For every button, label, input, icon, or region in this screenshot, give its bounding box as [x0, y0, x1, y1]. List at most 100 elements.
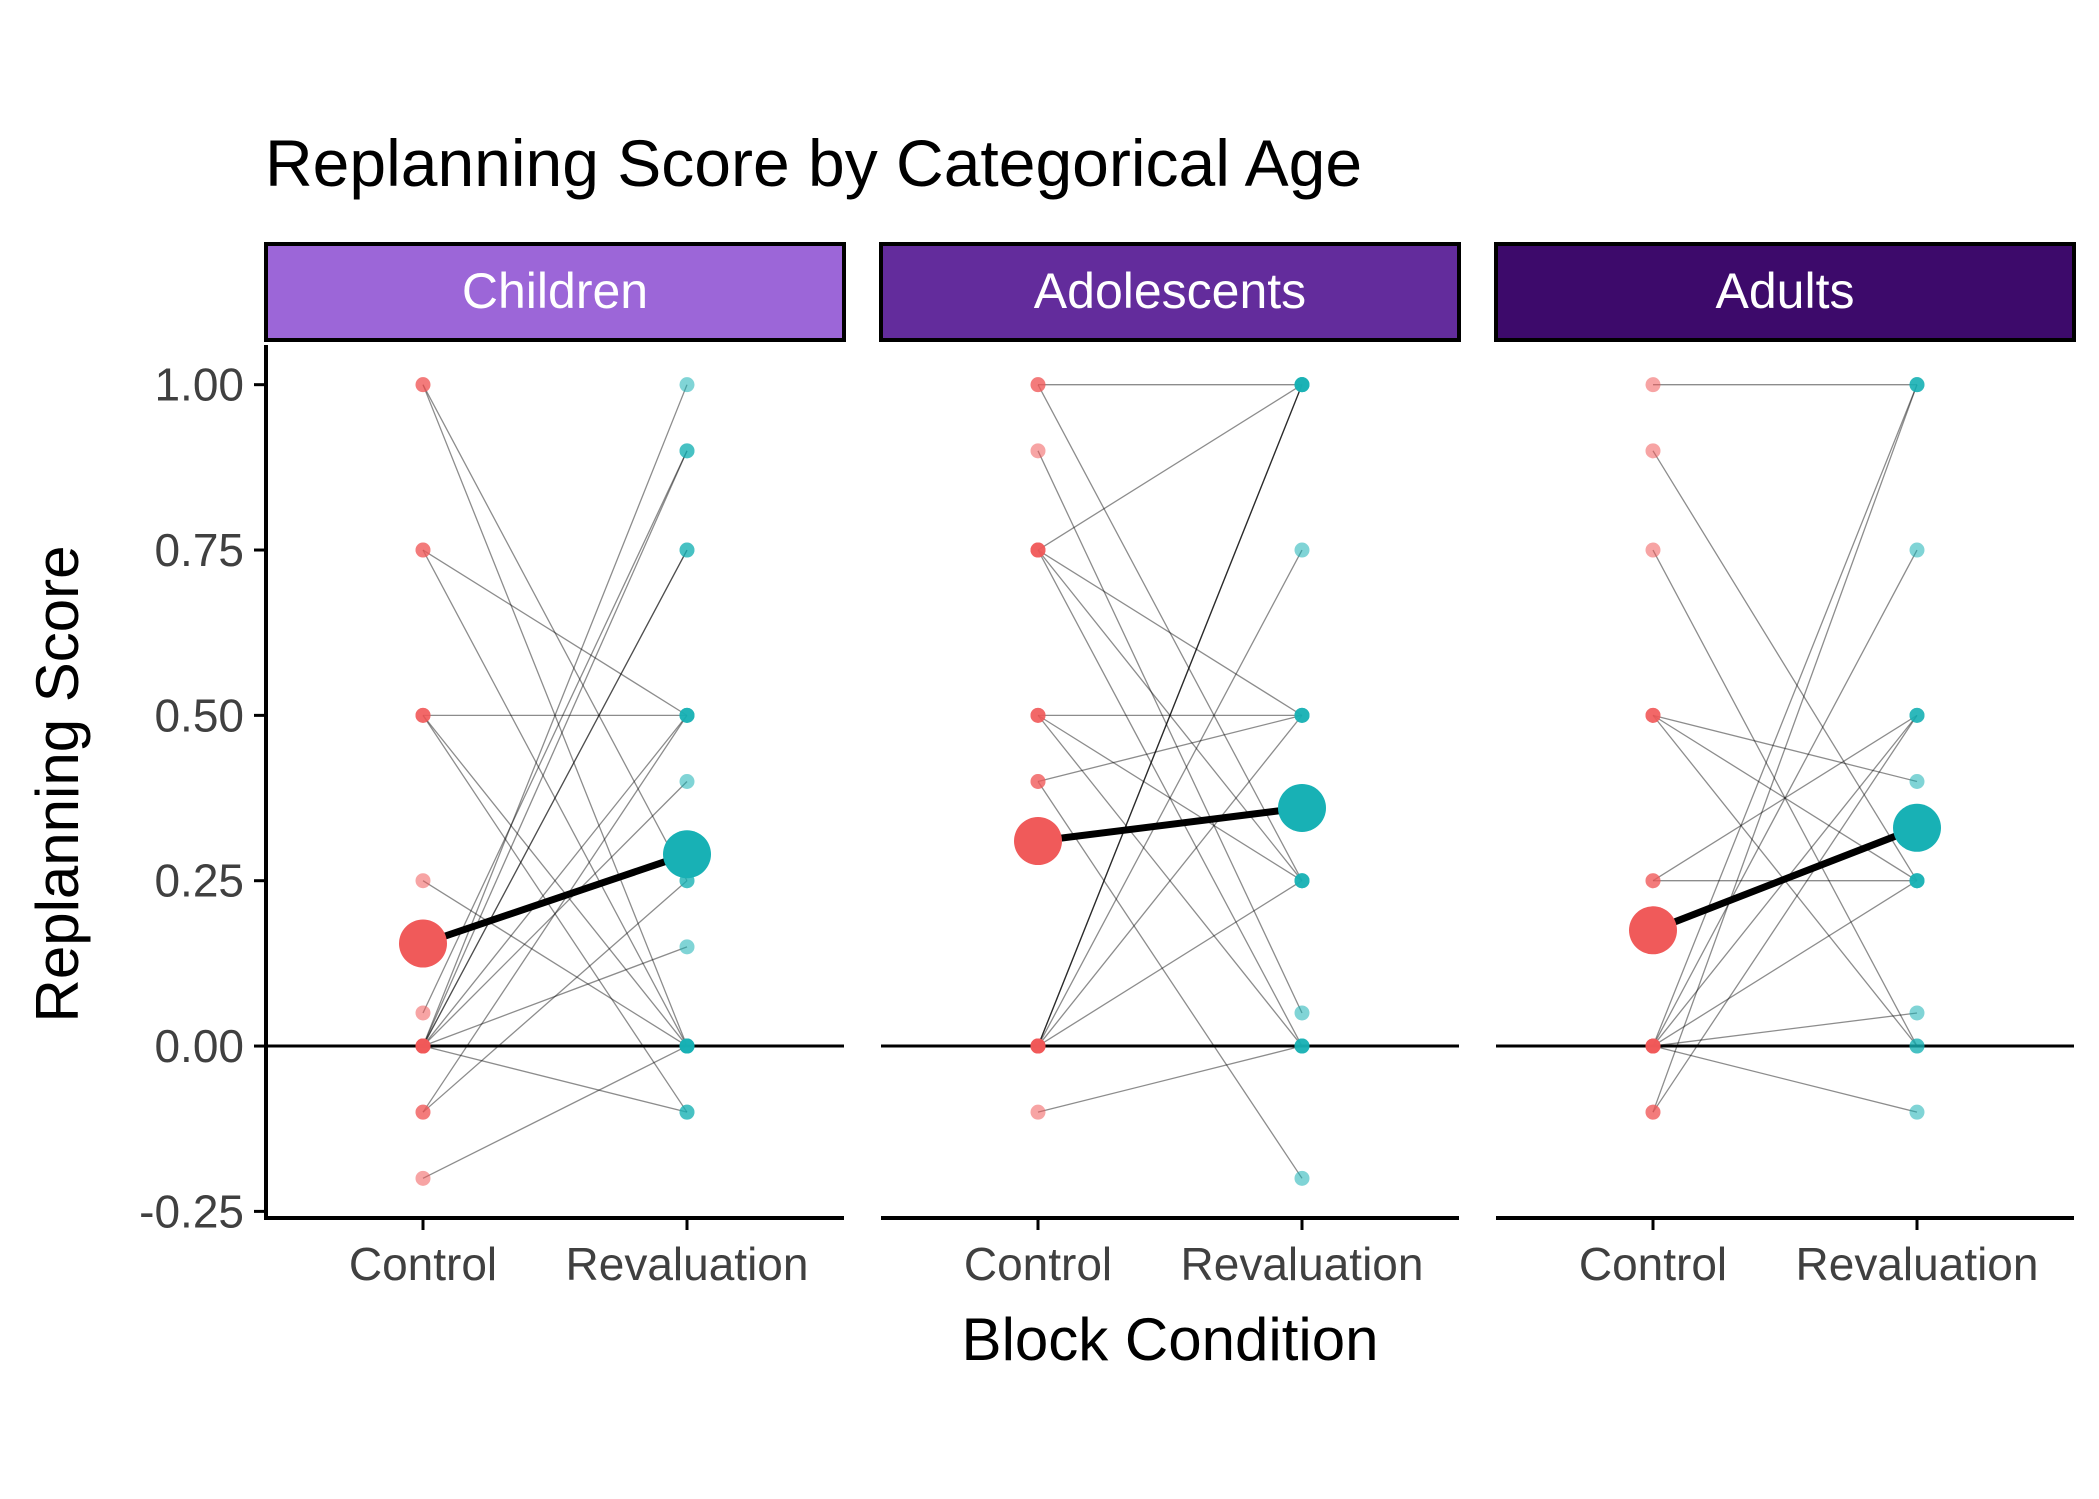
x-tick-label: Revaluation: [1181, 1238, 1424, 1290]
participant-line: [1037, 549, 1303, 882]
participant-line: [1037, 384, 1303, 1047]
control-point: [1030, 443, 1046, 459]
facet-strip-adolescents: [879, 242, 1461, 342]
participant-line: [1652, 880, 1918, 1047]
revaluation-point: [679, 1104, 695, 1120]
facet-label-adults: Adults: [1716, 263, 1855, 319]
participant-line: [422, 1045, 688, 1179]
participant-line: [1652, 714, 1918, 882]
participant-line: [1652, 1045, 1918, 1113]
participant-line: [422, 714, 688, 1047]
control-point: [1645, 443, 1661, 459]
participant-line: [422, 384, 688, 882]
y-tick-label: 0.25: [154, 855, 244, 907]
mean-line: [421, 850, 689, 947]
control-point: [415, 1104, 431, 1120]
participant-line: [1037, 384, 1303, 882]
participant-line: [422, 715, 688, 1113]
participant-line: [1652, 714, 1918, 783]
revaluation-point: [679, 443, 695, 459]
revaluation-point: [1909, 873, 1925, 889]
participant-line: [422, 549, 688, 1047]
control-point: [1645, 1038, 1661, 1054]
control-point: [415, 707, 431, 723]
participant-line: [1652, 384, 1918, 1047]
control-mean-point: [1629, 906, 1677, 955]
revaluation-mean-point: [1278, 783, 1326, 832]
y-tick-label: 0.50: [154, 689, 244, 741]
revaluation-point: [679, 774, 695, 789]
x-tick-label: Control: [349, 1238, 497, 1290]
control-point: [415, 1038, 431, 1054]
revaluation-point: [1909, 1038, 1925, 1054]
chart-title: Replanning Score by Categorical Age: [265, 126, 1362, 200]
participant-line: [422, 880, 688, 1113]
control-point: [1030, 707, 1046, 723]
participant-line: [1652, 714, 1918, 882]
participant-line: [1037, 384, 1303, 1047]
control-point: [415, 377, 431, 393]
y-tick-label: 0.00: [154, 1020, 244, 1072]
participant-line: [1652, 715, 1918, 1113]
facet-panels: Children Control Revaluation Adolescents Con…: [264, 242, 2076, 1290]
x-axis-label: Block Condition: [962, 1306, 1379, 1373]
revaluation-point: [1909, 774, 1925, 789]
participant-line: [1037, 450, 1303, 1014]
participant-line: [1652, 1012, 1918, 1047]
participant-line: [422, 549, 688, 1047]
revaluation-point: [1294, 542, 1310, 558]
control-point: [1645, 377, 1661, 393]
control-point: [415, 542, 431, 558]
revaluation-point: [1909, 542, 1925, 558]
control-point: [1030, 542, 1046, 558]
participant-line: [1037, 384, 1303, 1047]
control-point: [1645, 707, 1661, 723]
participant-line: [422, 384, 688, 1047]
participant-line: [422, 549, 688, 716]
revaluation-mean-point: [663, 830, 711, 879]
control-point: [415, 1170, 431, 1186]
revaluation-point: [1909, 1104, 1925, 1120]
revaluation-point: [1294, 1170, 1310, 1186]
participant-line: [422, 450, 688, 1014]
revaluation-point: [1294, 1005, 1310, 1021]
facet-label-children: Children: [462, 263, 648, 319]
control-point: [1645, 542, 1661, 558]
control-point: [1030, 774, 1046, 789]
participant-line: [1037, 549, 1303, 1047]
facet-strip-adults: [1494, 242, 2076, 342]
control-point: [1030, 1038, 1046, 1054]
participant-line: [422, 1045, 688, 1113]
participant-line: [1037, 714, 1303, 882]
participant-line: [1037, 384, 1303, 551]
facet-label-adolescents: Adolescents: [1034, 263, 1306, 319]
participant-line: [1037, 549, 1303, 716]
x-tick-label: Control: [1579, 1238, 1727, 1290]
revaluation-point: [1909, 707, 1925, 723]
revaluation-point: [1294, 873, 1310, 889]
revaluation-point: [679, 542, 695, 558]
control-mean-point: [399, 919, 447, 968]
revaluation-point: [679, 939, 695, 955]
participant-line: [422, 549, 688, 1047]
control-mean-point: [1014, 817, 1062, 866]
y-axis: -0.25 0.00 0.25 0.50 0.75 1.00: [139, 345, 268, 1237]
participant-line: [1037, 781, 1303, 1179]
x-tick-label: Control: [964, 1238, 1112, 1290]
control-point: [1645, 1104, 1661, 1120]
participant-line: [1652, 549, 1918, 1047]
revaluation-point: [1294, 1038, 1310, 1054]
x-tick-label: Revaluation: [566, 1238, 809, 1290]
participant-line: [1037, 714, 1303, 1047]
participant-line: [422, 384, 688, 1047]
panel-children: Children Control Revaluation: [264, 242, 846, 1290]
participant-line: [1037, 549, 1303, 1047]
y-tick-label: -0.25: [139, 1185, 244, 1237]
mean-line: [1651, 824, 1919, 934]
revaluation-point: [679, 377, 695, 393]
control-point: [1645, 873, 1661, 889]
control-point: [415, 1005, 431, 1021]
participant-line: [422, 880, 688, 1047]
participant-line: [422, 781, 688, 1047]
